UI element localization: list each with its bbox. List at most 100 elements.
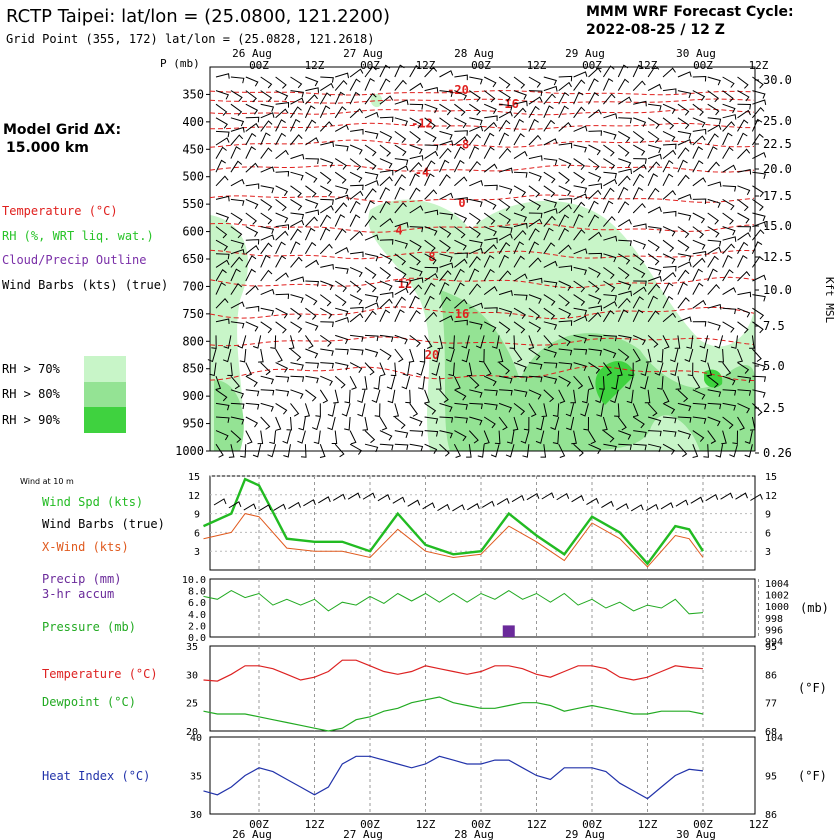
legend-cloud-outline: Cloud/Precip Outline [2, 253, 147, 267]
wind-barb [260, 147, 273, 159]
wind-barb [497, 348, 504, 363]
wind-barb [624, 376, 634, 390]
wind-barb [439, 315, 454, 323]
surface-wind-barb [601, 500, 614, 508]
wind-barb [305, 198, 319, 209]
wind-barb [543, 76, 557, 86]
wind-barb [662, 295, 674, 309]
wind-barb [483, 132, 495, 146]
wind-barb [692, 402, 707, 410]
wind-barb [290, 375, 305, 382]
surface-wind-barb [362, 492, 376, 500]
wind-barb [677, 103, 690, 116]
wind-barb [386, 376, 396, 390]
wind-barb [543, 227, 554, 241]
wind-barb [737, 389, 752, 396]
wind-barb [245, 116, 260, 123]
wind-barb [334, 158, 347, 170]
wind-barb [647, 443, 662, 453]
wind-barb [364, 253, 379, 262]
wind-barb [283, 444, 291, 458]
wind-barb [260, 321, 273, 334]
wind-barb [364, 215, 377, 227]
wind-barb [424, 311, 438, 323]
legend-rh: RH (%, WRT liq. wat.) [2, 229, 154, 243]
wind-barb [535, 430, 545, 444]
kft-tick-label: 0.26 [763, 446, 792, 460]
wind-barb [543, 158, 558, 166]
wind-barb [573, 443, 584, 457]
wind-barb [588, 443, 602, 455]
wind-barb [215, 269, 227, 282]
wind-barb [275, 321, 287, 334]
wind-barb [707, 375, 719, 389]
wind-barb [275, 241, 286, 255]
wind-barb [732, 430, 738, 445]
wind-barb [290, 171, 304, 181]
wind-barb [558, 227, 569, 241]
wind-barb [513, 185, 527, 197]
day-label-top: 29 Aug [565, 47, 605, 60]
wind-barb [424, 209, 439, 216]
wind-barb [379, 416, 388, 431]
wind-barb [595, 389, 604, 404]
wind-barb [312, 416, 321, 431]
surface-wind-barb [541, 492, 555, 500]
wind-barb [215, 226, 228, 239]
wind-barb [409, 205, 424, 214]
wind-barb [647, 416, 662, 426]
wind-barb [275, 362, 289, 373]
hour-label-top: 00Z [693, 59, 713, 72]
kft-tick-label: 10.0 [763, 283, 792, 297]
wind-barb [394, 130, 407, 143]
wind-tick-left: 15 [188, 472, 200, 483]
wind-barb [737, 375, 752, 383]
wind-barb [543, 85, 558, 92]
wind-barb [484, 237, 498, 244]
wind-barb [454, 117, 467, 129]
wind-barb [570, 389, 576, 404]
temp-tick-left: 30 [186, 670, 198, 681]
wind-barb [260, 375, 274, 385]
wind-barb [543, 294, 556, 306]
wind-barb [528, 307, 541, 320]
wind-barb [290, 256, 303, 268]
wind-barb [618, 280, 632, 290]
wind-barb [722, 146, 734, 159]
wind-barb [603, 294, 617, 301]
wind-barb [541, 403, 548, 417]
wind-barb [304, 241, 317, 255]
wind-barb [349, 230, 364, 241]
wind-barb [469, 90, 481, 102]
wind-barb [611, 376, 619, 390]
wind-barb [215, 175, 229, 187]
wind-barb [290, 241, 301, 255]
wind-barb [409, 253, 421, 266]
wind-barb [543, 335, 554, 349]
wind-barb [552, 403, 560, 418]
wind-barb [707, 303, 722, 310]
wind-barb [674, 335, 681, 349]
wind-barb [409, 309, 421, 323]
wind-barb [394, 348, 404, 363]
wind-barb [275, 416, 282, 431]
wind-barb [588, 67, 602, 78]
wind-barb [618, 334, 632, 343]
wind-barb [424, 173, 435, 187]
wind-barb [409, 277, 424, 283]
wind-barb [483, 254, 495, 268]
surface-wind-barb [720, 492, 734, 500]
wind-barb [617, 201, 630, 214]
heat-index-label: Heat Index (°C) [42, 769, 150, 783]
wind-barb [722, 164, 737, 173]
wind-barb [468, 256, 481, 268]
wind-barb [394, 165, 409, 173]
wind-barb [722, 185, 737, 192]
surface-wind-barb [228, 501, 242, 509]
wind-barb [737, 199, 749, 212]
wind-barb [334, 202, 348, 214]
wind-barb [320, 362, 334, 369]
wind-barb [468, 430, 479, 444]
wind-barb [469, 125, 484, 132]
wind-barb [260, 269, 273, 282]
